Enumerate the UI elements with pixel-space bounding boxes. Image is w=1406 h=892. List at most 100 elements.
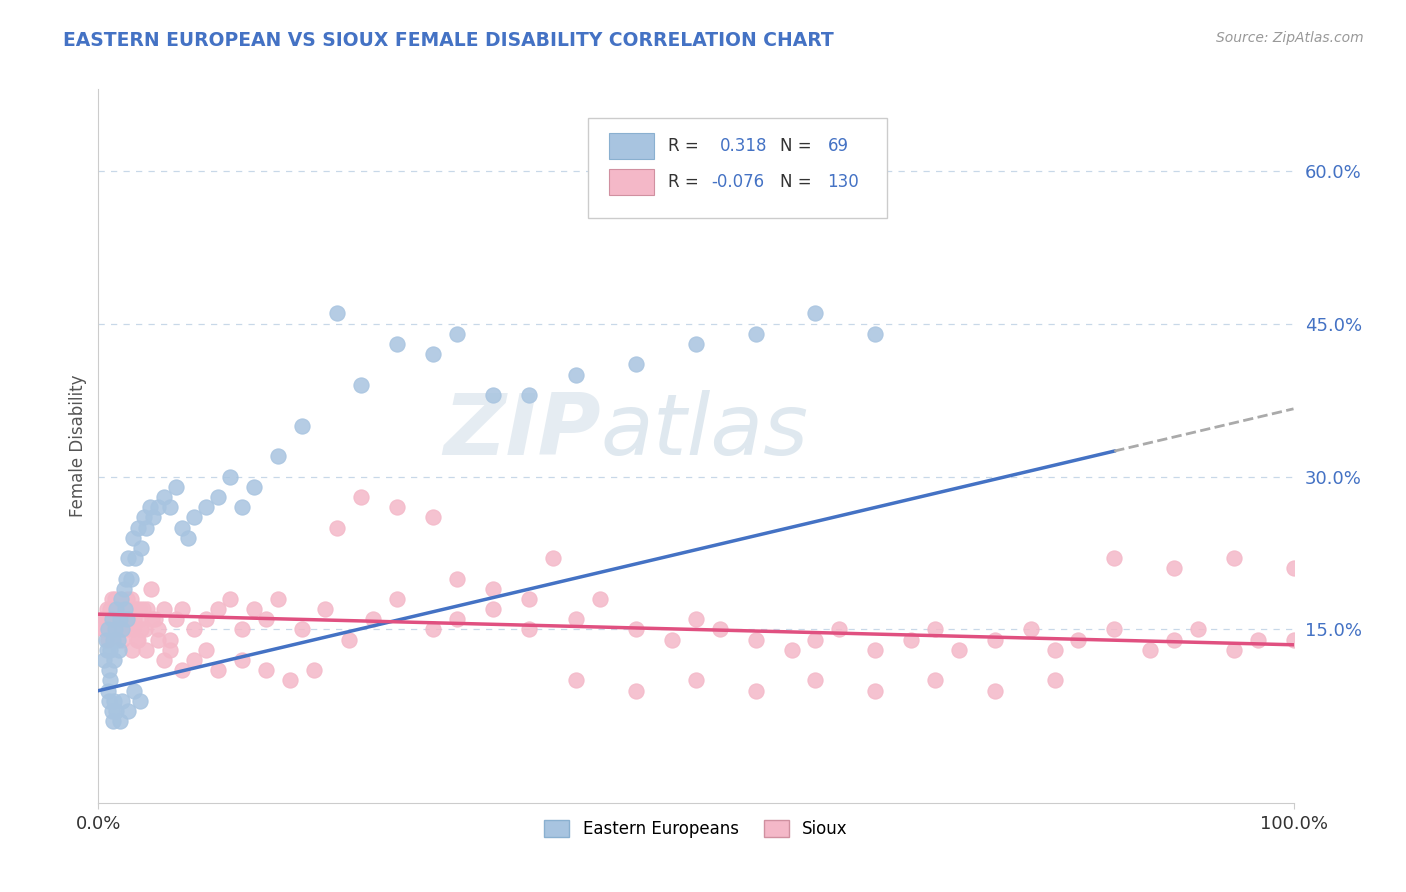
Point (517, 591, 540, 606)
FancyBboxPatch shape (589, 118, 887, 218)
Text: N =: N = (779, 137, 811, 155)
Point (195, 643, 218, 657)
Point (481, 388, 505, 402)
Point (745, 632, 768, 647)
Point (111, 623, 134, 637)
Point (110, 591, 132, 606)
Point (517, 623, 540, 637)
Point (114, 612, 136, 626)
Point (159, 500, 181, 515)
Y-axis label: Female Disability: Female Disability (69, 375, 87, 517)
Point (302, 663, 325, 677)
Point (143, 612, 166, 626)
Point (97, 623, 120, 637)
Point (685, 612, 707, 626)
Point (134, 623, 156, 637)
Point (481, 602, 505, 616)
Point (114, 602, 136, 616)
Point (207, 602, 229, 616)
Legend: Eastern Europeans, Sioux: Eastern Europeans, Sioux (537, 813, 855, 845)
Point (1187, 623, 1209, 637)
Point (243, 480, 266, 494)
Point (136, 602, 159, 616)
Point (291, 623, 314, 637)
Text: 0.318: 0.318 (720, 137, 768, 155)
Point (339, 632, 361, 647)
Point (110, 591, 132, 606)
Point (1043, 673, 1066, 688)
Point (107, 612, 129, 626)
Point (131, 623, 153, 637)
Point (101, 612, 124, 626)
Point (865, 643, 887, 657)
Point (153, 490, 176, 504)
Point (267, 449, 290, 463)
Point (865, 326, 887, 341)
Point (565, 673, 588, 688)
Point (124, 551, 146, 566)
Point (125, 632, 148, 647)
Point (422, 510, 444, 524)
Point (127, 632, 149, 647)
Point (131, 602, 153, 616)
Point (101, 714, 124, 729)
Point (254, 612, 277, 626)
Point (1223, 643, 1246, 657)
Point (177, 531, 200, 545)
Point (129, 612, 152, 626)
Point (107, 632, 129, 647)
Point (685, 337, 707, 351)
Point (91, 612, 114, 626)
Point (153, 602, 176, 616)
Point (124, 602, 146, 616)
Point (148, 632, 170, 647)
Point (589, 591, 612, 606)
Point (120, 591, 142, 606)
Point (103, 694, 125, 708)
Point (231, 500, 253, 515)
Point (112, 582, 135, 596)
Point (124, 612, 146, 626)
Point (1247, 632, 1270, 647)
Point (481, 582, 505, 596)
Bar (609, 134, 654, 159)
Point (108, 612, 131, 626)
Point (446, 572, 468, 586)
Text: R =: R = (668, 173, 699, 191)
Point (278, 673, 301, 688)
Point (131, 541, 153, 555)
Point (112, 623, 135, 637)
Point (117, 551, 139, 566)
Point (363, 612, 385, 626)
Point (122, 531, 145, 545)
Point (565, 368, 588, 382)
Point (142, 510, 165, 524)
Point (108, 714, 131, 729)
Point (900, 632, 922, 647)
Text: atlas: atlas (600, 390, 808, 474)
Point (115, 572, 138, 586)
Point (172, 602, 194, 616)
Point (153, 653, 176, 667)
Point (148, 623, 170, 637)
Point (1067, 632, 1090, 647)
Point (127, 520, 149, 534)
Point (626, 623, 648, 637)
Point (828, 623, 851, 637)
Point (115, 591, 138, 606)
Point (135, 643, 157, 657)
Point (91, 623, 114, 637)
Point (1019, 623, 1042, 637)
Point (446, 326, 468, 341)
Point (111, 694, 134, 708)
Point (104, 623, 127, 637)
Point (231, 653, 253, 667)
Point (865, 683, 887, 698)
Point (103, 653, 125, 667)
Point (1163, 632, 1185, 647)
Point (100, 704, 122, 718)
Point (135, 520, 157, 534)
Point (385, 500, 409, 515)
Point (948, 643, 970, 657)
Point (115, 612, 138, 626)
